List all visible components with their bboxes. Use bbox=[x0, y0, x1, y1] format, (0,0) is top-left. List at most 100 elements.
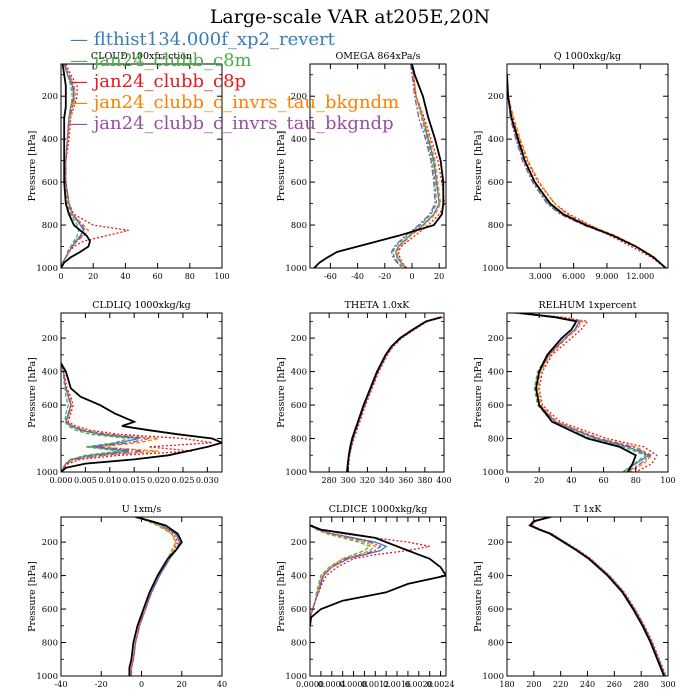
series-group bbox=[310, 524, 446, 626]
x-tick-label: 0.0012 bbox=[361, 680, 389, 689]
panel-2: 200 400 600 800 1000 -60 -40 -20 0 20 OMEGA 864xPa… bbox=[276, 51, 447, 281]
x-tick-label: 360 bbox=[398, 476, 413, 485]
series-line-2 bbox=[61, 363, 130, 472]
x-tick-label: 0.0020 bbox=[405, 680, 433, 689]
y-tick-label: 600 bbox=[488, 401, 504, 411]
series-line-6 bbox=[346, 316, 442, 472]
y-tick-label: 1000 bbox=[36, 672, 58, 682]
y-tick-label: 200 bbox=[488, 538, 504, 548]
y-tick-label: 1000 bbox=[36, 264, 58, 274]
x-tick-label: 0.0016 bbox=[383, 680, 411, 689]
series-group bbox=[61, 64, 129, 268]
plot-frame bbox=[506, 312, 669, 473]
series-line-3 bbox=[130, 517, 179, 676]
y-tick-label: 400 bbox=[291, 572, 307, 582]
panel-title: Q 1000xkg/kg bbox=[554, 51, 621, 62]
y-tick-label: 1000 bbox=[482, 468, 504, 478]
series-line-3 bbox=[347, 316, 444, 472]
y-tick-label: 200 bbox=[291, 92, 307, 102]
x-tick-label: 340 bbox=[379, 476, 394, 485]
y-tick-label: 1000 bbox=[285, 264, 307, 274]
series-line-2 bbox=[529, 517, 666, 676]
series-line-4 bbox=[507, 74, 667, 268]
series-line-2 bbox=[346, 316, 443, 472]
legend-entry: — jan24_clubb_c_invrs_tau_bkgndm bbox=[70, 92, 400, 113]
y-axis-label: Pressure [hPa] bbox=[473, 131, 484, 202]
y-axis-label: Pressure [hPa] bbox=[27, 357, 38, 428]
series-line-6 bbox=[507, 74, 667, 268]
series-line-4 bbox=[514, 313, 653, 472]
y-tick-label: 600 bbox=[488, 605, 504, 615]
y-tick-label: 400 bbox=[42, 572, 58, 582]
y-tick-label: 200 bbox=[291, 538, 307, 548]
series-group bbox=[514, 313, 658, 472]
series-line-6 bbox=[61, 64, 91, 268]
x-tick-label: 60 bbox=[153, 272, 163, 281]
series-line-4 bbox=[529, 517, 666, 676]
y-tick-label: 800 bbox=[291, 221, 307, 231]
series-line-6 bbox=[519, 313, 637, 472]
series-line-5 bbox=[346, 316, 443, 472]
panel-title: RELHUM 1xpercent bbox=[539, 300, 637, 311]
x-tick-label: 380 bbox=[417, 476, 432, 485]
y-tick-label: 600 bbox=[291, 401, 307, 411]
x-tick-label: 12.000 bbox=[626, 272, 654, 281]
x-tick-label: 0 bbox=[58, 272, 63, 281]
panel-5: 200 400 600 800 1000 280 300 320 340 360 380 400 THE… bbox=[276, 300, 452, 485]
series-line-1 bbox=[529, 517, 666, 676]
series-group bbox=[346, 316, 444, 472]
series-line-5 bbox=[61, 363, 149, 472]
y-tick-label: 800 bbox=[488, 435, 504, 445]
y-axis-label: Pressure [hPa] bbox=[473, 561, 484, 632]
x-tick-label: 0.0024 bbox=[427, 680, 455, 689]
x-tick-label: 20 bbox=[177, 680, 187, 689]
series-group bbox=[128, 517, 183, 676]
x-tick-label: 180 bbox=[499, 680, 514, 689]
x-tick-label: 40 bbox=[566, 476, 576, 485]
x-tick-label: 280 bbox=[322, 476, 337, 485]
x-tick-label: 80 bbox=[631, 476, 641, 485]
figure-title: Large-scale VAR at205E,20N bbox=[209, 6, 491, 28]
x-tick-label: 20 bbox=[88, 272, 98, 281]
y-tick-label: 1000 bbox=[482, 672, 504, 682]
x-tick-label: 0.0008 bbox=[340, 680, 368, 689]
x-tick-label: 0.0000 bbox=[296, 680, 324, 689]
series-line-6 bbox=[61, 362, 222, 472]
y-tick-label: 600 bbox=[42, 605, 58, 615]
series-line-6 bbox=[528, 517, 665, 676]
panel-title: CLDICE 1000xkg/kg bbox=[329, 504, 428, 515]
plot-frame bbox=[60, 312, 223, 473]
y-tick-label: 1000 bbox=[285, 468, 307, 478]
y-tick-label: 400 bbox=[488, 572, 504, 582]
y-tick-label: 200 bbox=[488, 92, 504, 102]
y-axis-label: Pressure [hPa] bbox=[27, 561, 38, 632]
x-tick-label: 100 bbox=[214, 272, 229, 281]
y-tick-label: 200 bbox=[291, 334, 307, 344]
plot-frame bbox=[60, 516, 223, 677]
y-tick-label: 200 bbox=[42, 92, 58, 102]
plot-frame bbox=[309, 516, 447, 677]
series-line-5 bbox=[310, 524, 383, 626]
x-tick-label: 100 bbox=[660, 476, 675, 485]
x-tick-label: 220 bbox=[553, 680, 568, 689]
panel-title: U 1xm/s bbox=[122, 504, 162, 515]
y-tick-label: 600 bbox=[42, 178, 58, 188]
panel-7: 200 400 600 800 1000-40 -20 0 20 40 U 1xm/s Pressu… bbox=[27, 504, 227, 689]
series-group bbox=[507, 74, 667, 268]
x-tick-label: 3.000 bbox=[529, 272, 552, 281]
y-axis-label: Pressure [hPa] bbox=[473, 357, 484, 428]
legend-entry: — jan24_clubb_c8m bbox=[70, 50, 252, 71]
y-axis-label: Pressure [hPa] bbox=[276, 357, 287, 428]
y-tick-label: 400 bbox=[42, 368, 58, 378]
y-tick-label: 800 bbox=[488, 221, 504, 231]
series-line-4 bbox=[130, 517, 177, 676]
x-tick-label: 0 bbox=[139, 680, 144, 689]
y-tick-label: 400 bbox=[42, 135, 58, 145]
y-tick-label: 200 bbox=[42, 538, 58, 548]
x-tick-label: 240 bbox=[580, 680, 595, 689]
